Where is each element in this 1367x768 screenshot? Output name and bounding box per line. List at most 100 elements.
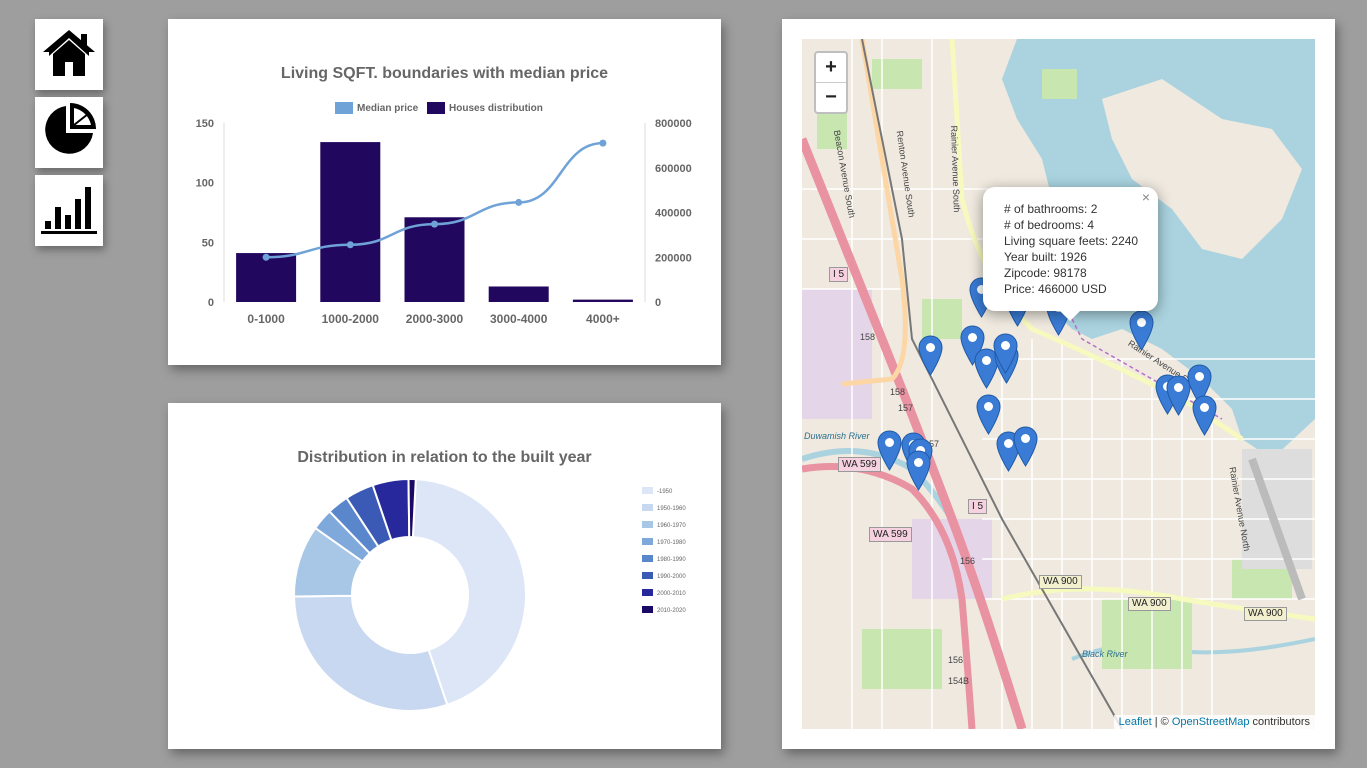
y-left-tick-label: 150 — [196, 118, 214, 130]
wa599-shield: WA 599 — [869, 527, 912, 542]
home-icon — [39, 26, 99, 83]
bar-houses-3000-4000[interactable] — [488, 286, 549, 302]
zoom-control: + − — [814, 51, 848, 114]
x-tick-label: 3000-4000 — [490, 312, 548, 326]
map-pin-icon — [877, 430, 902, 471]
zoom-in-button[interactable]: + — [825, 56, 837, 78]
road-beacon — [841, 39, 908, 387]
slice-2010-2020[interactable] — [407, 478, 417, 539]
house-marker[interactable] — [1192, 395, 1217, 436]
legend-label-1950-1960[interactable]: 1950-1960 — [657, 506, 686, 512]
legend-label-houses[interactable]: Houses distribution — [449, 103, 543, 114]
map-pin-icon — [993, 333, 1018, 374]
exit-label: 158 — [860, 332, 876, 342]
legend-label-2000-2010[interactable]: 2000-2010 — [657, 591, 686, 597]
median-price-point-4000+[interactable] — [599, 139, 607, 147]
median-price-point-1000-2000[interactable] — [346, 241, 354, 249]
map-pin-icon — [960, 325, 985, 366]
legend-swatch-1960-1970[interactable] — [642, 521, 653, 528]
popup-sqft: Living square feets: 2240 — [1004, 234, 1139, 248]
island-land — [1102, 79, 1302, 259]
map-pin-icon — [918, 335, 943, 376]
sqft-chart: Median price Houses distribution 0 50 100 1… — [196, 102, 692, 326]
year-chart: -1950 1950-1960 1960-1970 1970-1980 1980-199… — [292, 477, 686, 712]
osm-link[interactable]: OpenStreetMap — [1171, 716, 1250, 728]
map-pin-icon — [1013, 426, 1038, 467]
y-right-tick-label: 600000 — [655, 163, 692, 175]
house-marker[interactable] — [960, 325, 985, 366]
house-marker[interactable] — [1129, 310, 1154, 351]
pie-chart-button[interactable] — [35, 97, 103, 168]
map-pin-icon — [1129, 310, 1154, 351]
exit-label: 157 — [924, 439, 940, 449]
map-pin-icon — [1166, 375, 1191, 416]
legend-swatch-1980-1990[interactable] — [642, 555, 653, 562]
park — [872, 59, 922, 89]
house-marker[interactable] — [976, 394, 1001, 435]
legend-label-1970-1980[interactable]: 1970-1980 — [657, 540, 686, 546]
bar-chart-icon — [39, 181, 99, 240]
exit-label: 156 — [948, 655, 964, 665]
legend-label--1950[interactable]: -1950 — [657, 489, 673, 495]
bar-houses-1000-2000[interactable] — [320, 142, 381, 302]
legend-swatch-houses[interactable] — [427, 102, 445, 114]
popup-close-button[interactable]: × — [1141, 189, 1150, 205]
legend-swatch-median[interactable] — [335, 102, 353, 114]
popup-year: Year built: 1926 — [1004, 250, 1087, 264]
exit-label: 156 — [960, 556, 976, 566]
median-price-point-3000-4000[interactable] — [515, 198, 523, 206]
house-marker[interactable] — [993, 333, 1018, 374]
x-tick-label: 2000-3000 — [406, 312, 464, 326]
duwamish-label: Duwamish River — [804, 431, 870, 441]
legend-swatch-1990-2000[interactable] — [642, 572, 653, 579]
legend-label-1990-2000[interactable]: 1990-2000 — [657, 574, 686, 580]
map-attribution: Leaflet | © OpenStreetMap contributors — [1113, 715, 1315, 729]
bar-houses-0-1000[interactable] — [236, 253, 297, 302]
legend-swatch-1970-1980[interactable] — [642, 538, 653, 545]
legend-swatch-1950-1960[interactable] — [642, 504, 653, 511]
slice--1950[interactable] — [411, 478, 527, 707]
y-right-tick-label: 0 — [655, 297, 661, 309]
bar-houses-2000-3000[interactable] — [404, 217, 465, 302]
y-left-tick-label: 50 — [202, 237, 214, 249]
legend-label-median[interactable]: Median price — [357, 103, 419, 114]
house-marker[interactable] — [918, 335, 943, 376]
year-chart-panel: Distribution in relation to the built ye… — [168, 403, 721, 749]
exit-label: 154B — [948, 676, 970, 686]
leaflet-link[interactable]: Leaflet — [1118, 716, 1152, 728]
median-price-point-2000-3000[interactable] — [431, 220, 438, 228]
year-chart-title: Distribution in relation to the built ye… — [297, 449, 592, 466]
wa599-shield: WA 599 — [838, 457, 881, 472]
house-marker[interactable] — [906, 450, 931, 491]
house-marker[interactable] — [1013, 426, 1038, 467]
home-button[interactable] — [35, 19, 103, 90]
runway — [1248, 457, 1306, 601]
map-panel: I 5 I 5 WA 599 WA 599 WA 900 WA 900 WA 9… — [782, 19, 1335, 749]
bar-houses-4000+[interactable] — [572, 299, 633, 302]
slice-1950-1960[interactable] — [292, 594, 449, 712]
y-right-tick-label: 400000 — [655, 208, 692, 220]
legend-swatch--1950[interactable] — [642, 487, 653, 494]
black-river-label: Black River — [1082, 649, 1128, 659]
attribution-contributors: contributors — [1249, 716, 1310, 728]
house-marker[interactable] — [1166, 375, 1191, 416]
house-marker[interactable] — [877, 430, 902, 471]
y-right-tick-label: 200000 — [655, 252, 692, 264]
i5-shield: I 5 — [968, 499, 988, 514]
legend-label-1960-1970[interactable]: 1960-1970 — [657, 523, 686, 529]
legend-swatch-2010-2020[interactable] — [642, 606, 653, 613]
median-price-point-0-1000[interactable] — [262, 253, 270, 261]
x-tick-label: 0-1000 — [247, 312, 285, 326]
bar-chart-button[interactable] — [35, 175, 103, 246]
popup-bathrooms: # of bathrooms: 2 — [1004, 202, 1098, 216]
legend-label-2010-2020[interactable]: 2010-2020 — [657, 608, 686, 614]
zoom-out-button[interactable]: − — [816, 82, 846, 112]
map[interactable]: I 5 I 5 WA 599 WA 599 WA 900 WA 900 WA 9… — [802, 39, 1315, 729]
legend-label-1980-1990[interactable]: 1980-1990 — [657, 557, 686, 563]
legend-swatch-2000-2010[interactable] — [642, 589, 653, 596]
popup-content: # of bathrooms: 2 # of bedrooms: 4 Livin… — [1004, 201, 1138, 297]
y-left-tick-label: 100 — [196, 178, 214, 190]
popup-bedrooms: # of bedrooms: 4 — [1004, 218, 1095, 232]
map-pin-icon — [906, 450, 931, 491]
popup-zipcode: Zipcode: 98178 — [1004, 266, 1087, 280]
